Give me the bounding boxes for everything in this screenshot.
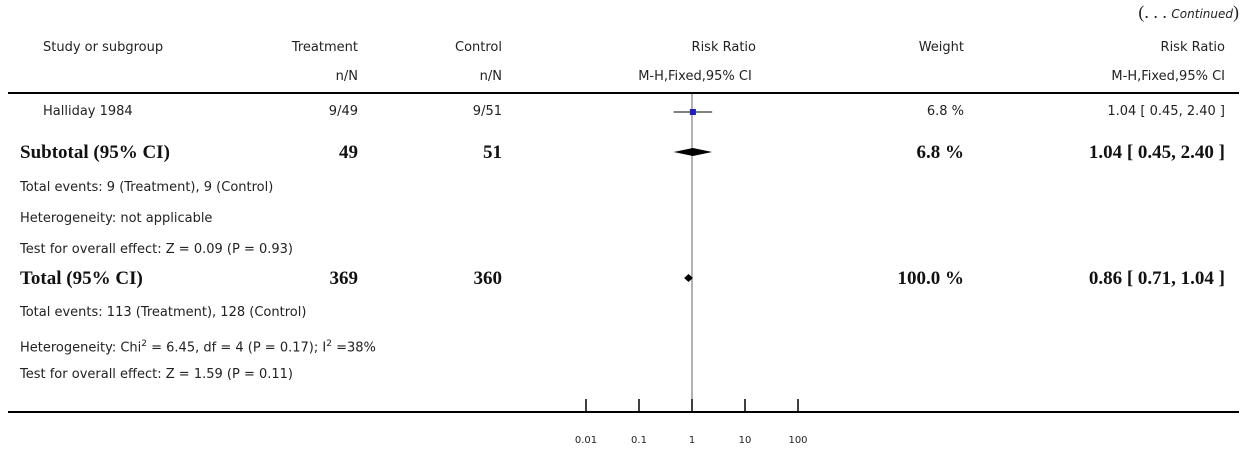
total-weight: 100.0 %	[897, 268, 965, 289]
subtotal-diamond	[673, 148, 713, 156]
header-risk-ratio-right: Risk Ratio	[1160, 40, 1225, 55]
study-treatment: 9/49	[328, 104, 358, 119]
study-marker	[689, 109, 696, 115]
header-study: Study or subgroup	[43, 40, 164, 55]
total-ci: 0.86 [ 0.71, 1.04 ]	[1088, 268, 1225, 289]
total-overall-effect: Test for overall effect: Z = 1.59 (P = 0…	[20, 367, 293, 382]
het-prefix: Heterogeneity: Chi	[20, 340, 142, 356]
header-control: Control	[455, 40, 502, 55]
x-tick-label: 0.01	[575, 435, 597, 446]
header-control-sub: n/N	[479, 69, 502, 84]
subtotal-control: 51	[483, 142, 502, 163]
x-tick-label: 0.1	[631, 435, 647, 446]
het-i-sup: 2	[326, 339, 332, 349]
subtotal-heterogeneity: Heterogeneity: not applicable	[20, 211, 213, 226]
het-chi-sup: 2	[141, 339, 147, 349]
header-rule	[8, 92, 1239, 94]
total-treatment: 369	[329, 268, 359, 289]
subtotal-overall-effect: Test for overall effect: Z = 0.09 (P = 0…	[20, 242, 293, 257]
footer-rule	[8, 411, 1239, 413]
subtotal-events: Total events: 9 (Treatment), 9 (Control)	[20, 180, 274, 195]
total-events: Total events: 113 (Treatment), 128 (Cont…	[20, 305, 307, 320]
total-control: 360	[473, 268, 503, 289]
header-risk-ratio-right-sub: M-H,Fixed,95% CI	[1111, 69, 1225, 84]
subtotal-label: Subtotal (95% CI)	[20, 142, 170, 163]
total-heterogeneity: Heterogeneity: Chi2 = 6.45, df = 4 (P = …	[20, 336, 376, 356]
total-label: Total (95% CI)	[20, 268, 143, 289]
header-treatment: Treatment	[291, 40, 358, 55]
x-tick-label: 10	[739, 435, 752, 446]
study-control: 9/51	[472, 104, 502, 119]
header-risk-ratio-sub: M-H,Fixed,95% CI	[638, 69, 752, 84]
study-weight: 6.8 %	[926, 104, 964, 119]
x-tick-label: 1	[689, 435, 695, 446]
header-treatment-sub: n/N	[335, 69, 358, 84]
x-tick-label: 100	[788, 435, 807, 446]
continued-label: (. . . Continued)	[1138, 2, 1239, 22]
study-name: Halliday 1984	[43, 104, 133, 119]
total-diamond	[684, 274, 693, 282]
subtotal-weight: 6.8 %	[916, 142, 965, 163]
study-ci: 1.04 [ 0.45, 2.40 ]	[1107, 104, 1225, 119]
subtotal-ci: 1.04 [ 0.45, 2.40 ]	[1088, 142, 1225, 163]
header-weight: Weight	[918, 40, 964, 55]
het-suffix: =38%	[331, 340, 376, 356]
subtotal-treatment: 49	[339, 142, 358, 163]
header-risk-ratio: Risk Ratio	[691, 40, 756, 55]
het-mid: = 6.45, df = 4 (P = 0.17); I	[147, 340, 327, 356]
